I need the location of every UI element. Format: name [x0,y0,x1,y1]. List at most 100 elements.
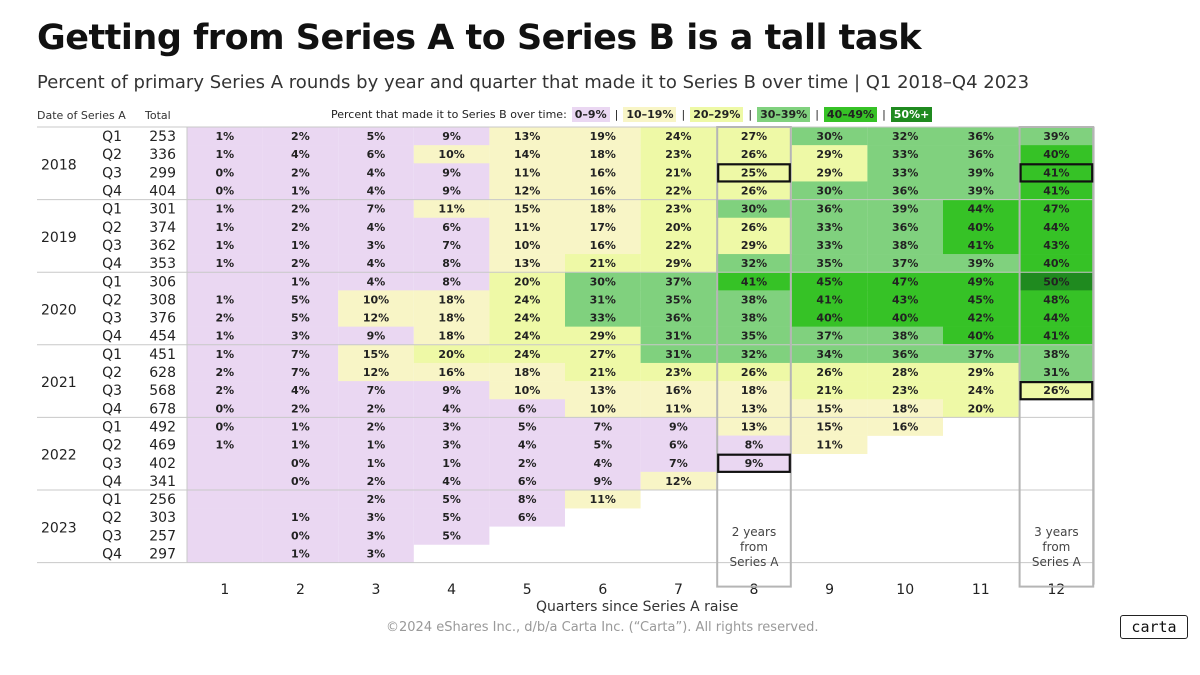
cell-value-label: 29% [665,257,691,270]
heatmap-cell [262,471,339,491]
cell-value-label: 16% [665,384,691,397]
cell-value-label: 5% [291,312,310,325]
cell-value-label: 39% [892,203,918,216]
heatmap-cell [338,490,414,509]
cell-value-label: 4% [367,257,386,270]
cell-value-label: 4% [518,439,537,452]
total-value: 336 [149,147,176,163]
heatmap-cell [413,471,490,491]
heatmap-cell [187,399,263,418]
cell-value-label: 5% [518,420,537,433]
quarter-label: Q3 [102,238,122,254]
callout-text: from [1042,540,1070,554]
cell-value-label: 6% [442,221,461,234]
cell-value-label: 41% [1043,166,1069,179]
x-tick-label: 8 [750,582,759,598]
heatmap-cell [489,181,565,200]
cell-value-label: 38% [892,239,918,252]
cell-value-label: 37% [892,257,918,270]
heatmap-cell [867,163,943,182]
cell-value-label: 1% [367,457,386,470]
heatmap-cell-empty [187,526,263,545]
heatmap-cell [867,235,943,255]
heatmap-cell [262,362,339,382]
quarter-label: Q3 [102,528,122,544]
legend-separator: | [614,108,619,121]
cell-value-label: 26% [741,221,767,234]
heatmap-cell [338,235,414,255]
copyright-footer: ©2024 eShares Inc., d/b/a Carta Inc. (“C… [386,620,819,635]
cell-value-label: 38% [741,312,767,325]
heatmap-cell [413,344,490,364]
cell-value-label: 4% [291,384,310,397]
cell-value-label: 29% [590,330,616,343]
callout-text: Series A [1032,555,1082,569]
total-value: 306 [149,274,176,290]
cell-value-label: 38% [741,293,767,306]
year-label: 2022 [41,448,77,464]
cell-value-label: 44% [968,203,994,216]
cell-value-label: 35% [665,293,691,306]
x-tick-label: 12 [1047,582,1065,598]
highlighted-cell-outline [1019,381,1094,401]
heatmap-cell [943,254,1019,273]
cell-value-label: 29% [816,166,842,179]
heatmap-cell [338,544,414,563]
heatmap-cell [338,199,414,219]
cell-value-label: 33% [590,312,616,325]
cell-value-label: 3% [367,548,386,561]
heatmap-cell [565,435,641,454]
cell-value-label: 7% [442,239,461,252]
heatmap-cell [1018,127,1095,146]
cell-value-label: 1% [215,257,234,270]
heatmap-cell [640,217,717,237]
heatmap-cell [413,254,490,273]
heatmap-cell [413,435,490,454]
heatmap-cell [413,362,490,382]
heatmap-cell [867,399,943,418]
cell-value-label: 19% [590,130,616,143]
heatmap-cell [262,381,339,400]
year-label: 2020 [41,303,77,319]
cell-value-label: 1% [215,330,234,343]
cell-value-label: 1% [291,275,310,288]
x-tick-label: 2 [296,582,305,598]
cell-value-label: 9% [442,166,461,179]
cell-value-label: 4% [291,148,310,161]
cell-value-label: 13% [590,384,616,397]
heatmap-cell [1018,199,1095,219]
heatmap-cell [187,163,263,182]
heatmap-cell [187,127,263,146]
cell-value-label: 0% [291,457,310,470]
heatmap-cell [338,381,414,400]
cell-value-label: 4% [367,185,386,198]
heatmap-cell [489,508,565,527]
total-value: 402 [149,456,176,472]
heatmap-cell [791,163,868,182]
callout-text: 2 years [732,525,776,539]
cell-value-label: 1% [215,148,234,161]
cell-value-label: 1% [291,239,310,252]
heatmap-cell [338,526,414,545]
cell-value-label: 3% [367,239,386,252]
cell-value-label: 34% [816,348,842,361]
total-value: 628 [149,365,176,381]
cell-value-label: 7% [291,348,310,361]
cell-value-label: 36% [892,348,918,361]
cell-value-label: 21% [590,257,616,270]
heatmap-cell [489,417,565,436]
cell-value-label: 36% [816,203,842,216]
cell-value-label: 9% [442,384,461,397]
cell-value-label: 10% [514,384,540,397]
cell-value-label: 0% [291,475,310,488]
cell-value-label: 4% [367,275,386,288]
quarter-label: Q4 [102,184,122,200]
heatmap-cell [1018,308,1095,327]
heatmap-cell [1018,145,1095,164]
heatmap-cell [489,399,565,418]
heatmap-cell [716,326,792,346]
heatmap-cell-empty [187,508,263,527]
callout-column-frame [1018,126,1095,588]
heatmap-cell [943,308,1019,327]
cell-value-label: 2% [291,257,310,270]
